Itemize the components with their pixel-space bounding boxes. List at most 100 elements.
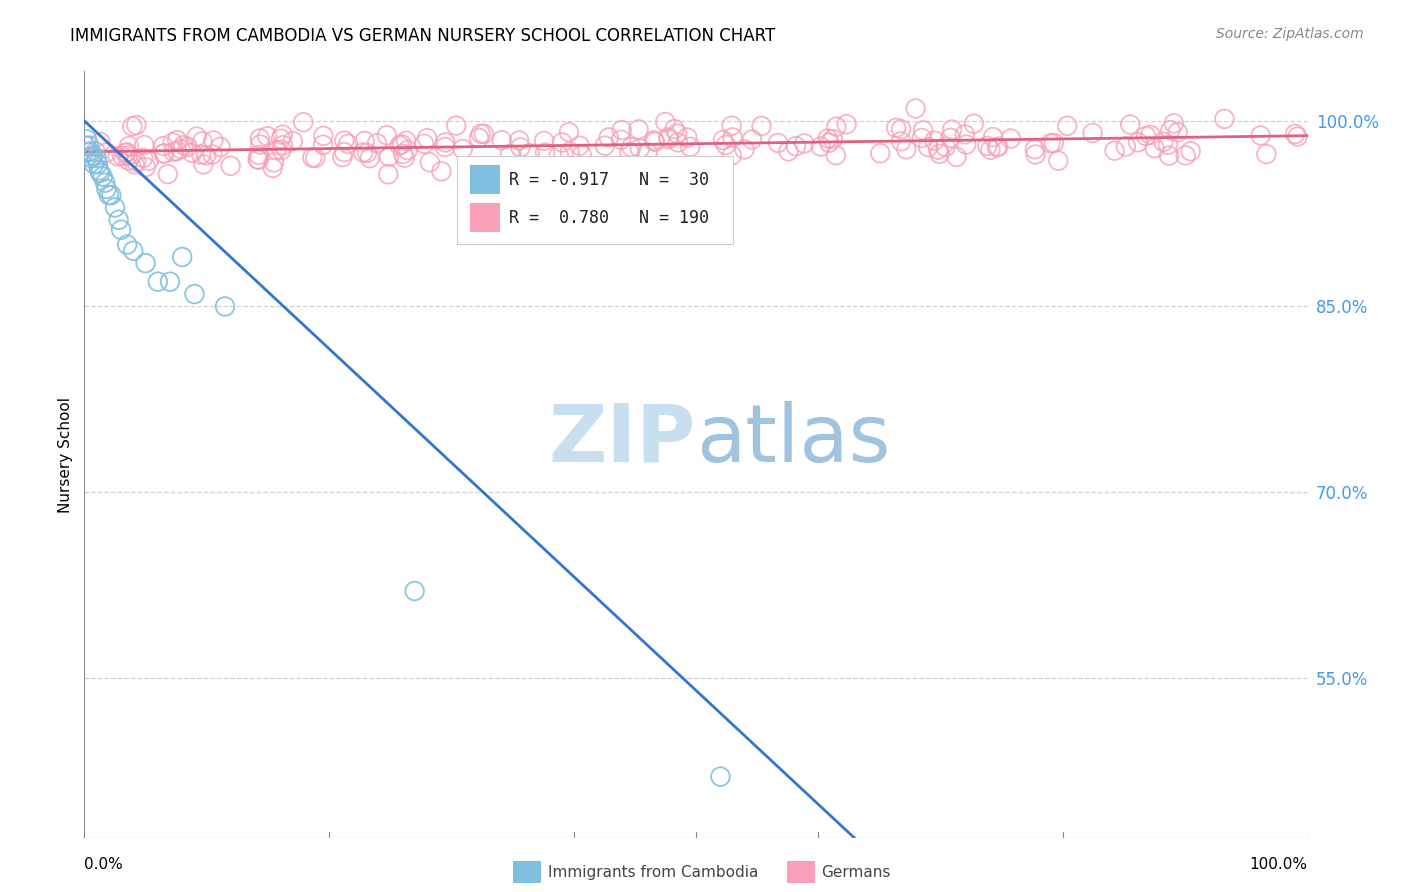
Point xyxy=(508,133,530,147)
Point xyxy=(378,150,401,164)
Point xyxy=(146,275,169,289)
Point xyxy=(186,129,208,144)
Point xyxy=(359,151,381,165)
Point xyxy=(1000,131,1022,145)
Point xyxy=(534,145,557,160)
Point xyxy=(132,151,155,165)
Point xyxy=(249,137,271,152)
Point xyxy=(676,130,699,145)
Point xyxy=(392,147,415,161)
Point xyxy=(107,149,129,163)
Point xyxy=(117,149,139,163)
Point xyxy=(377,167,399,181)
Point xyxy=(610,123,633,137)
Point xyxy=(979,143,1001,157)
Point xyxy=(1119,118,1142,132)
Point xyxy=(451,142,474,156)
Point xyxy=(654,115,676,129)
Point xyxy=(890,134,912,148)
Point xyxy=(256,129,278,144)
Point xyxy=(153,146,176,161)
Point xyxy=(152,139,174,153)
Point xyxy=(679,140,702,154)
Point xyxy=(292,115,315,129)
Point xyxy=(714,137,737,152)
Point xyxy=(666,127,689,141)
Point xyxy=(416,131,439,145)
Point xyxy=(785,139,807,153)
Point xyxy=(114,145,136,160)
Point xyxy=(312,128,335,143)
Point xyxy=(499,147,522,161)
Point xyxy=(551,136,574,150)
Point xyxy=(766,136,789,150)
Point xyxy=(262,161,284,175)
Point xyxy=(80,151,103,165)
Point xyxy=(720,119,742,133)
Point xyxy=(100,188,122,202)
Point xyxy=(122,244,145,258)
Point xyxy=(332,150,354,164)
Text: 100.0%: 100.0% xyxy=(1250,857,1308,872)
Point xyxy=(181,145,204,160)
Point xyxy=(533,134,555,148)
Point xyxy=(177,140,200,154)
Point xyxy=(1047,153,1070,168)
Point xyxy=(247,148,270,162)
Point xyxy=(1286,129,1309,144)
Point xyxy=(1152,135,1174,149)
Text: Source: ZipAtlas.com: Source: ZipAtlas.com xyxy=(1216,27,1364,41)
Point xyxy=(249,131,271,145)
Point xyxy=(470,127,492,141)
Point xyxy=(571,148,593,162)
Point xyxy=(620,140,643,154)
Point xyxy=(125,154,148,169)
Point xyxy=(643,133,665,147)
Point xyxy=(912,123,935,137)
Text: IMMIGRANTS FROM CAMBODIA VS GERMAN NURSERY SCHOOL CORRELATION CHART: IMMIGRANTS FROM CAMBODIA VS GERMAN NURSE… xyxy=(70,27,776,45)
Point xyxy=(270,132,292,146)
Point xyxy=(619,145,641,159)
Point xyxy=(353,134,375,148)
Point xyxy=(835,117,858,131)
Point xyxy=(628,141,651,155)
Point xyxy=(657,132,679,146)
Point xyxy=(741,132,763,146)
Point xyxy=(87,157,110,171)
Point xyxy=(388,138,411,153)
Point xyxy=(610,133,633,147)
Point xyxy=(430,164,453,178)
Point xyxy=(191,134,214,148)
Point xyxy=(709,770,731,784)
Point xyxy=(79,145,101,159)
Point xyxy=(138,153,160,168)
Point xyxy=(1115,139,1137,153)
Point xyxy=(1135,128,1157,143)
Point xyxy=(627,122,650,136)
Point xyxy=(153,146,176,161)
Point xyxy=(810,139,832,153)
Point xyxy=(117,153,139,168)
Point xyxy=(281,134,304,148)
Point xyxy=(82,148,104,162)
Point xyxy=(118,139,141,153)
Point xyxy=(124,157,146,171)
Point xyxy=(547,148,569,162)
Point xyxy=(209,140,232,154)
Point xyxy=(195,148,218,162)
Point xyxy=(896,142,918,156)
Point xyxy=(156,167,179,181)
Point xyxy=(134,138,156,153)
Point xyxy=(356,145,378,160)
Point xyxy=(1180,145,1202,159)
Point xyxy=(84,145,107,159)
Text: R =  0.780   N = 190: R = 0.780 N = 190 xyxy=(509,209,709,227)
Point xyxy=(987,139,1010,153)
Point xyxy=(711,133,734,147)
Point xyxy=(190,147,212,161)
Point xyxy=(955,137,977,152)
Point xyxy=(939,131,962,145)
Point xyxy=(201,147,224,161)
Point xyxy=(904,102,927,116)
Point xyxy=(97,188,120,202)
